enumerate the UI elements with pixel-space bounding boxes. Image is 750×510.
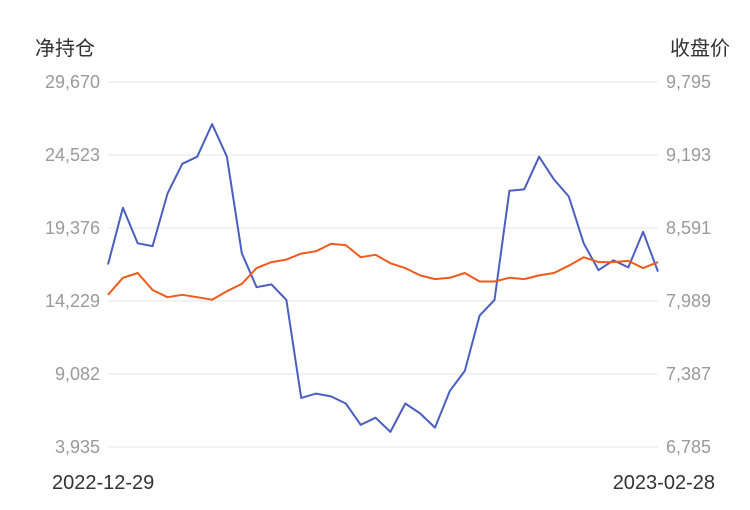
right-tick-label: 9,193 — [666, 145, 711, 165]
left-tick-label: 9,082 — [55, 364, 100, 384]
series-lines — [107, 123, 659, 433]
left-tick-label: 29,670 — [45, 72, 100, 92]
right-axis-title: 收盘价 — [670, 37, 730, 60]
left-tick-label: 14,229 — [45, 291, 100, 311]
gridlines — [108, 81, 658, 448]
left-tick-label: 24,523 — [45, 145, 100, 165]
right-tick-label: 9,795 — [666, 72, 711, 92]
left-tick-label: 3,935 — [55, 437, 100, 457]
right-tick-label: 8,591 — [666, 218, 711, 238]
right-tick-label: 6,785 — [666, 437, 711, 457]
left-tick-label: 19,376 — [45, 218, 100, 238]
close-price-line — [107, 242, 659, 301]
right-tick-label: 7,989 — [666, 291, 711, 311]
x-axis-start-date: 2022-12-29 — [52, 472, 154, 494]
right-tick-label: 7,387 — [666, 364, 711, 384]
net-position-line — [107, 123, 659, 433]
right-axis-ticks: 9,795 9,193 8,591 7,989 7,387 6,785 — [666, 72, 711, 457]
left-axis-title: 净持仓 — [35, 37, 95, 60]
left-axis-ticks: 29,670 24,523 19,376 14,229 9,082 3,935 — [45, 72, 100, 457]
x-axis-end-date: 2023-02-28 — [613, 472, 715, 494]
